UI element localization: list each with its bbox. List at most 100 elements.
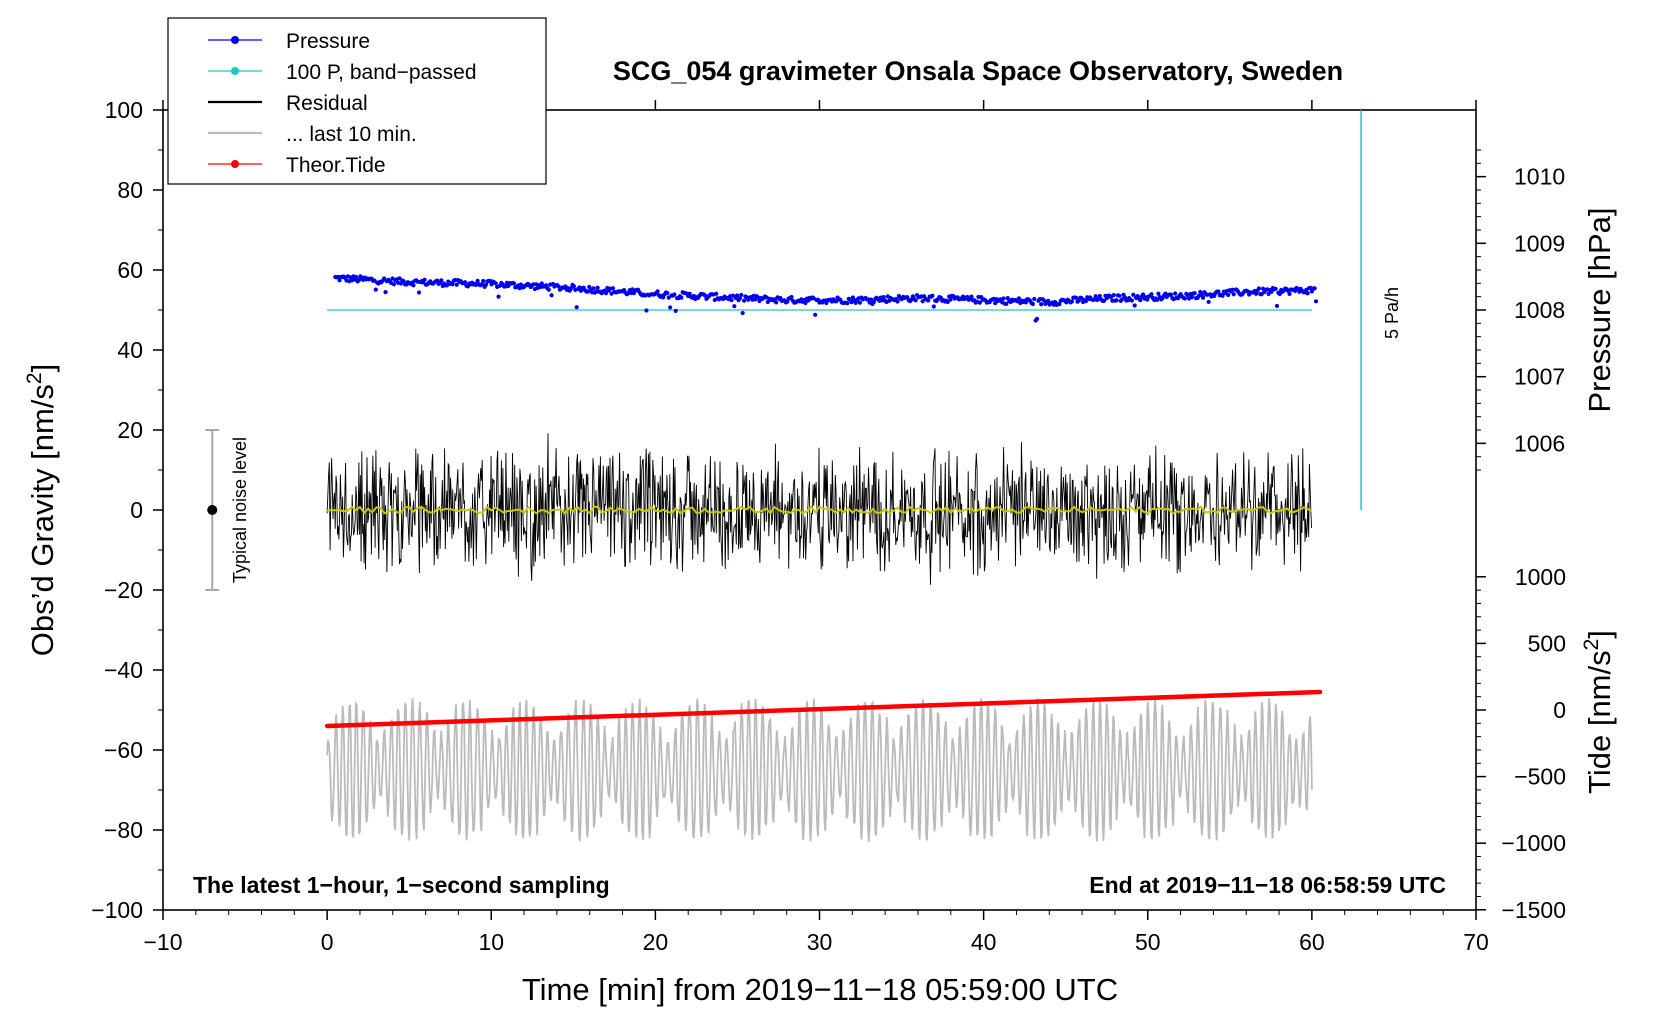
legend-label: Residual: [286, 92, 368, 115]
pressure-point: [1034, 316, 1040, 321]
x-axis-label: Time [min] from 2019−11−18 05:59:00 UTC: [522, 972, 1118, 1007]
x-tick-label: 30: [807, 929, 833, 955]
pressure-point: [595, 285, 600, 290]
pressure-point: [401, 279, 406, 284]
pressure-point: [1173, 291, 1178, 296]
pressure-point: [672, 292, 677, 297]
pressure-point: [391, 282, 397, 287]
pressure-point: [454, 282, 459, 287]
y-axis-label-tide-end: ]: [1582, 630, 1617, 639]
pressure-point: [969, 294, 974, 299]
pressure-point: [803, 300, 808, 306]
footer-right-note: End at 2019−11−18 06:58:59 UTC: [1089, 872, 1446, 898]
y-axis-label-left-end: ]: [25, 364, 60, 373]
pressure-point: [857, 300, 862, 305]
pressure-point: [416, 290, 422, 295]
pressure-point: [450, 282, 455, 287]
pressure-point: [1101, 298, 1107, 303]
pressure-point: [868, 297, 874, 302]
pressure-point: [1200, 295, 1206, 300]
pressure-tick-label: 1010: [1514, 164, 1565, 190]
series-residual-smoothed-line: [326, 505, 1313, 515]
y-tick-label: −100: [91, 897, 143, 923]
y-tick-label: 0: [130, 497, 143, 523]
pressure-point: [679, 295, 684, 300]
legend-label: ... last 10 min.: [286, 123, 417, 146]
y-axis-label-left: Obs’d Gravity [nm/s2]: [23, 364, 60, 657]
series-pressure: [333, 274, 1319, 323]
pressure-point: [1132, 303, 1137, 308]
pressure-point: [1023, 300, 1028, 305]
pressure-point: [732, 304, 737, 309]
pressure-point: [673, 308, 678, 313]
tide-tick-label: 0: [1553, 697, 1566, 723]
x-tick-label: 40: [971, 929, 997, 955]
series-residual-line: [326, 433, 1313, 585]
pressure-point: [871, 300, 876, 305]
x-tick-label: 0: [321, 929, 334, 955]
pressure-point: [1313, 299, 1319, 304]
pressure-point: [1032, 296, 1037, 302]
pressure-point: [1256, 286, 1261, 291]
pressure-point: [1231, 292, 1236, 297]
pressure-point: [737, 296, 742, 301]
pressure-point: [945, 299, 950, 305]
pressure-point: [1030, 301, 1035, 307]
pressure-point: [1093, 294, 1098, 299]
noise-bar-center-dot: [207, 505, 218, 515]
pressure-point: [1305, 291, 1310, 296]
pressure-point: [603, 290, 609, 296]
pressure-point: [926, 298, 931, 303]
pressure-point: [1269, 289, 1274, 294]
tide-tick-label: 500: [1528, 630, 1566, 656]
pressure-point: [789, 294, 794, 300]
legend-label: 100 P, band−passed: [286, 61, 477, 84]
tide-tick-label: −1000: [1501, 830, 1566, 856]
pressure-tick-label: 1008: [1514, 297, 1565, 323]
y-axis-label-tide-base: Tide [nm/s: [1582, 650, 1617, 794]
pressure-point: [1016, 296, 1022, 301]
pressure-point: [977, 300, 982, 305]
pressure-point: [1097, 293, 1102, 299]
y-tick-label: 100: [105, 97, 143, 123]
axes-layer: −10 0 10 20 30 40 50 60 70100806040200−20−40−60−…: [91, 97, 1566, 955]
pressure-point: [1057, 302, 1062, 307]
pressure-point: [931, 304, 936, 309]
pressure-point: [644, 308, 649, 313]
pressure-point: [655, 289, 660, 294]
pressure-point: [1111, 292, 1116, 298]
pressure-point: [1226, 292, 1231, 298]
pressure-point: [1117, 293, 1122, 298]
y-axis-label-tide-sup: 2: [1580, 639, 1603, 651]
pressure-point: [920, 299, 925, 304]
pressure-point: [382, 276, 387, 281]
pressure-point: [549, 293, 554, 298]
pressure-point: [411, 283, 416, 288]
pressure-point: [813, 312, 818, 317]
legend-label: Theor.Tide: [286, 154, 386, 177]
pressure-point: [1074, 295, 1079, 300]
pressure-point: [539, 281, 544, 286]
pressure-point: [354, 274, 359, 280]
pressure-point: [1149, 292, 1154, 297]
y-tick-label: −20: [104, 577, 143, 603]
pressure-point: [1192, 291, 1197, 296]
pressure-point: [356, 277, 362, 283]
pressure-point: [574, 305, 579, 310]
pressure-point: [1039, 302, 1044, 307]
pressure-point: [913, 298, 918, 303]
pressure-point: [741, 298, 747, 303]
pressure-point: [1156, 291, 1161, 296]
y-tick-label: 40: [117, 337, 143, 363]
legend-label: Pressure: [286, 30, 370, 53]
noise-bar-label: Typical noise level: [230, 437, 250, 583]
pressure-point: [1312, 286, 1317, 291]
pressure-point: [665, 290, 670, 296]
series-tide-line: [324, 689, 1323, 729]
y-axis-label-left-base: Obs’d Gravity [nm/s: [25, 384, 60, 656]
pressure-point: [475, 278, 480, 284]
pressure-point: [1273, 286, 1278, 291]
pressure-point: [383, 289, 388, 295]
pressure-point: [881, 295, 886, 300]
